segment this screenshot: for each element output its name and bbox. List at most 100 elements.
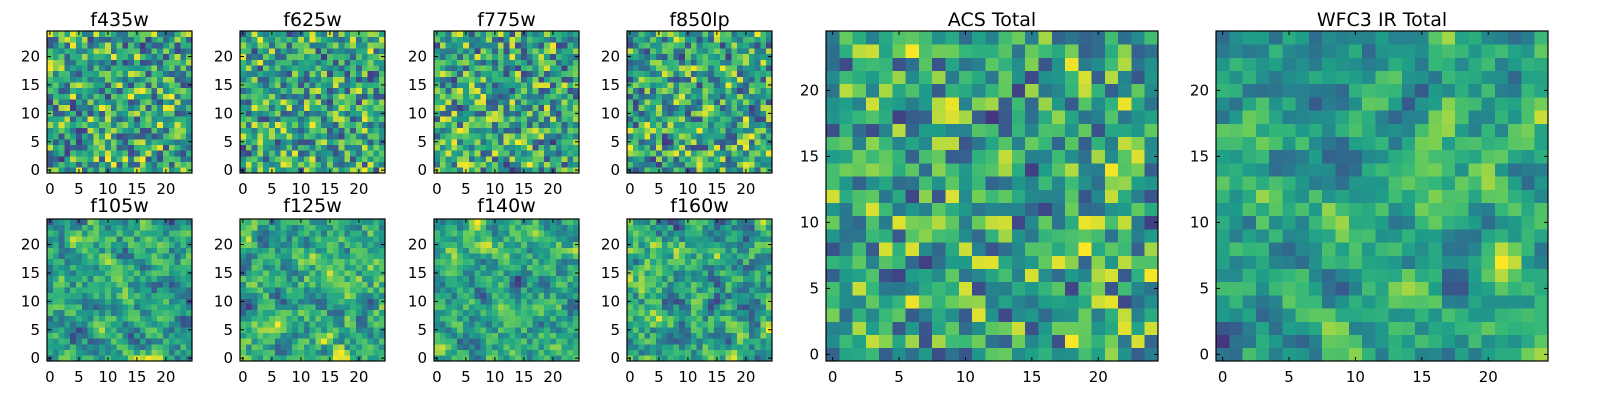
heatmap-cell [661, 76, 668, 83]
heatmap-cell [503, 292, 510, 299]
heatmap-cell [526, 144, 533, 151]
axes-frame-f125w [239, 218, 386, 362]
heatmap-cell [379, 219, 386, 226]
heatmap-cell [47, 155, 54, 162]
heatmap-cell [332, 167, 339, 174]
heatmap-cell [257, 48, 264, 55]
heatmap-cell [180, 338, 187, 345]
heatmap-cell [151, 309, 158, 316]
heatmap-cell [315, 326, 322, 333]
heatmap-cell [538, 70, 545, 77]
heatmap-cell [251, 287, 258, 294]
heatmap-cell [486, 87, 493, 94]
heatmap-cell [251, 309, 258, 316]
heatmap-cell [361, 104, 368, 111]
heatmap-cell [116, 349, 123, 356]
heatmap-cell [81, 116, 88, 123]
heatmap-cell [748, 155, 755, 162]
heatmap-cell [567, 281, 574, 288]
heatmap-cell [269, 264, 276, 271]
heatmap-cell [151, 59, 158, 66]
heatmap-cell [240, 59, 247, 66]
heatmap-cell [139, 70, 146, 77]
heatmap-cell [538, 121, 545, 128]
heatmap-cell [690, 93, 697, 100]
x-tick-label: 0 [432, 180, 442, 198]
heatmap-cell [468, 31, 475, 38]
heatmap-cell [52, 309, 59, 316]
heatmap-cell [526, 315, 533, 322]
heatmap-cell [463, 116, 470, 123]
heatmap-cell [685, 42, 692, 49]
heatmap-cell [503, 82, 510, 89]
heatmap-cell [292, 253, 299, 260]
heatmap-cell [439, 230, 446, 237]
heatmap-cell [163, 150, 170, 157]
heatmap-cell [186, 292, 193, 299]
heatmap-cell [128, 76, 135, 83]
heatmap-cell [661, 349, 668, 356]
heatmap-cell [64, 315, 71, 322]
heatmap-cell [685, 343, 692, 350]
heatmap-cell [373, 224, 380, 231]
heatmap-cell [70, 292, 77, 299]
heatmap-cell [468, 241, 475, 248]
heatmap-cell [685, 59, 692, 66]
heatmap-cell [186, 59, 193, 66]
heatmap-cell [93, 161, 100, 168]
heatmap-cell [474, 349, 481, 356]
heatmap-cell [257, 270, 264, 277]
heatmap-cell [356, 247, 363, 254]
heatmap-cell [544, 87, 551, 94]
heatmap-cell [87, 121, 94, 128]
heatmap-cell [737, 355, 744, 362]
heatmap-cell [151, 230, 158, 237]
heatmap-cell [650, 36, 657, 43]
heatmap-cell [292, 104, 299, 111]
heatmap-cell [457, 275, 464, 282]
heatmap-cell [298, 138, 305, 145]
heatmap-cell [532, 110, 539, 117]
heatmap-cell [555, 230, 562, 237]
x-tick-label: 0 [625, 180, 635, 198]
heatmap-cell [463, 270, 470, 277]
heatmap-cell [93, 121, 100, 128]
heatmap-cell [638, 121, 645, 128]
heatmap-cell [474, 247, 481, 254]
heatmap-cell [122, 224, 129, 231]
heatmap-cell [174, 247, 181, 254]
heatmap-cell [439, 258, 446, 265]
heatmap-cell [64, 42, 71, 49]
y-tick-label: 20 [21, 48, 40, 66]
heatmap-cell [245, 270, 252, 277]
heatmap-cell [180, 270, 187, 277]
heatmap-cell [503, 150, 510, 157]
axes-frame-f435w [46, 30, 193, 174]
heatmap-cell [139, 224, 146, 231]
heatmap-cell [661, 144, 668, 151]
heatmap-cell [702, 309, 709, 316]
heatmap-cell [263, 144, 270, 151]
heatmap-cell [110, 87, 117, 94]
heatmap-cell [332, 321, 339, 328]
heatmap-cell [245, 236, 252, 243]
heatmap-cell [274, 292, 281, 299]
heatmap-cell [544, 253, 551, 260]
heatmap-cell [122, 155, 129, 162]
heatmap-cell [70, 99, 77, 106]
heatmap-cell [702, 127, 709, 134]
heatmap-cell [309, 253, 316, 260]
heatmap-cell [760, 304, 767, 311]
heatmap-cell [139, 241, 146, 248]
heatmap-cell [754, 127, 761, 134]
heatmap-cell [298, 48, 305, 55]
heatmap-cell [87, 258, 94, 265]
heatmap-cell [748, 99, 755, 106]
heatmap-cell [338, 144, 345, 151]
heatmap-cell [561, 82, 568, 89]
heatmap-cell [245, 298, 252, 305]
heatmap-cell [105, 241, 112, 248]
heatmap-cell [286, 150, 293, 157]
heatmap-cell [573, 133, 580, 140]
heatmap-cell [128, 338, 135, 345]
